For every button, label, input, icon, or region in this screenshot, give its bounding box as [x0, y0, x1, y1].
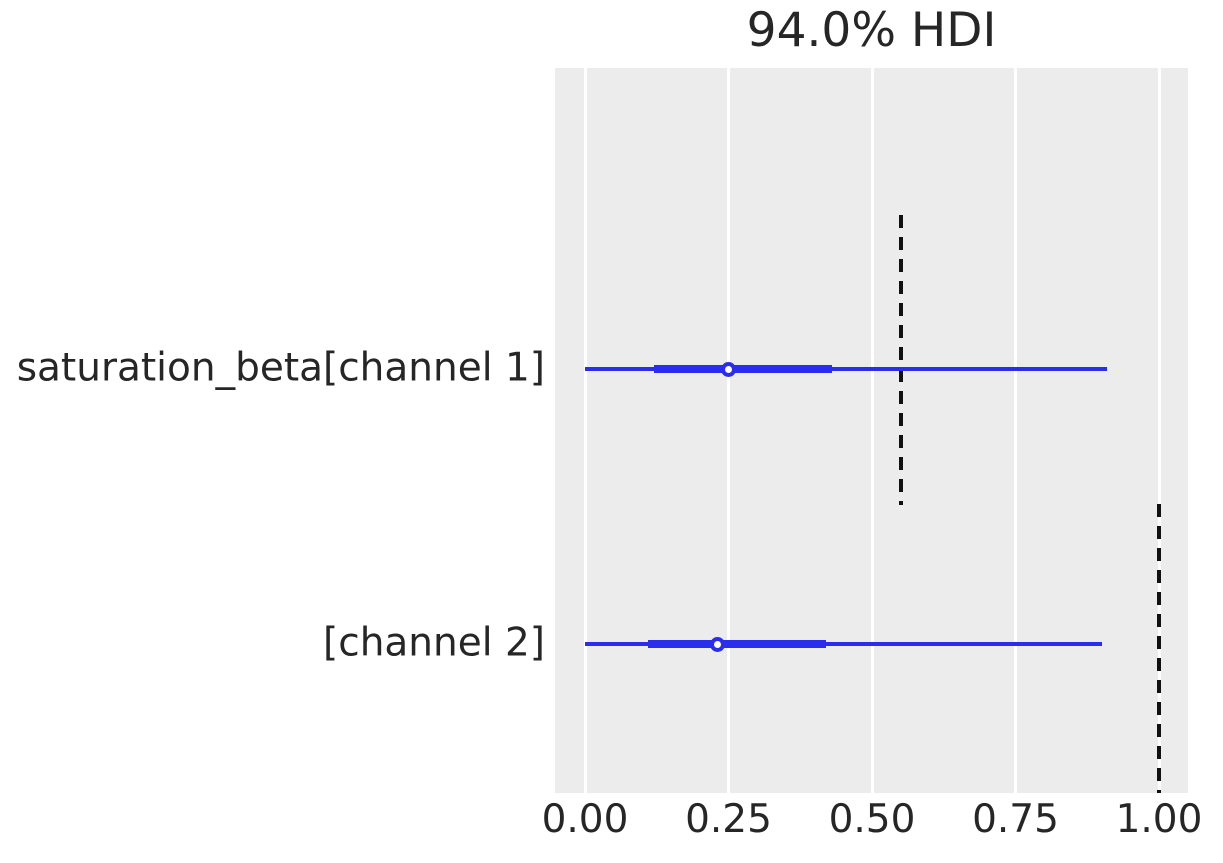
gridline — [583, 68, 587, 793]
x-tick-label: 1.00 — [1115, 797, 1203, 842]
y-axis-label: saturation_beta[channel 1] — [16, 345, 545, 391]
median-marker — [709, 636, 725, 652]
gridline — [1014, 68, 1017, 793]
reference-vline — [1157, 504, 1161, 793]
chart-title: 94.0% HDI — [746, 3, 997, 58]
reference-vline — [898, 215, 903, 505]
interquartile-line — [648, 640, 827, 648]
hdi-interval-line — [585, 642, 1102, 646]
median-marker — [721, 361, 736, 377]
hdi-interval-line — [585, 367, 1108, 371]
y-axis-label: [channel 2] — [323, 620, 545, 666]
interquartile-line — [653, 365, 832, 373]
x-tick-label: 0.50 — [828, 797, 916, 842]
gridline — [870, 68, 874, 793]
x-tick-label: 0.00 — [541, 797, 629, 842]
gridline — [727, 68, 730, 793]
x-tick-label: 0.25 — [685, 797, 772, 842]
x-tick-label: 0.75 — [972, 797, 1059, 842]
gridline — [1157, 68, 1161, 793]
plot-area — [555, 68, 1188, 793]
